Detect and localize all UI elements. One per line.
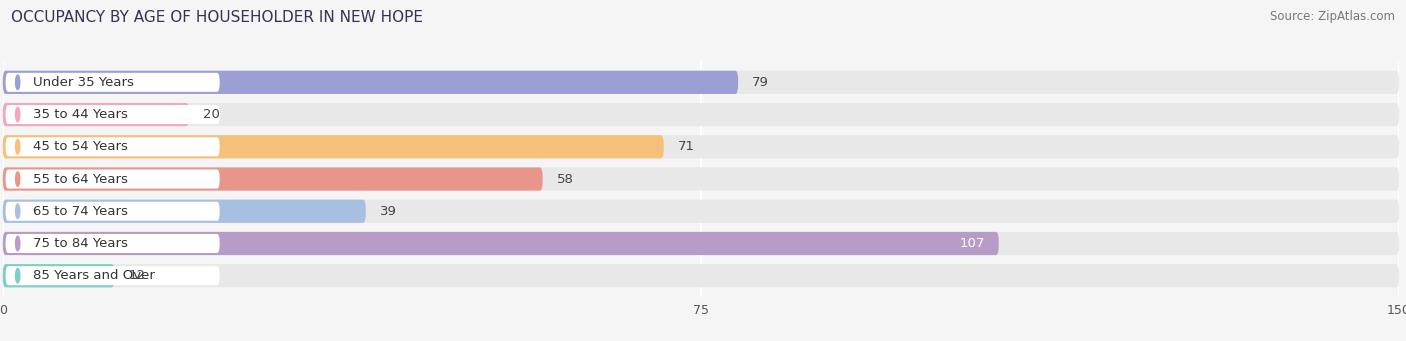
- FancyBboxPatch shape: [3, 71, 738, 94]
- FancyBboxPatch shape: [3, 264, 1399, 287]
- FancyBboxPatch shape: [3, 135, 1399, 159]
- FancyBboxPatch shape: [3, 71, 1399, 94]
- Text: 75 to 84 Years: 75 to 84 Years: [32, 237, 128, 250]
- FancyBboxPatch shape: [3, 167, 1399, 191]
- Text: Under 35 Years: Under 35 Years: [32, 76, 134, 89]
- Text: 12: 12: [128, 269, 145, 282]
- FancyBboxPatch shape: [3, 103, 1399, 126]
- FancyBboxPatch shape: [6, 137, 219, 156]
- Text: OCCUPANCY BY AGE OF HOUSEHOLDER IN NEW HOPE: OCCUPANCY BY AGE OF HOUSEHOLDER IN NEW H…: [11, 10, 423, 25]
- FancyBboxPatch shape: [6, 202, 219, 221]
- Text: 65 to 74 Years: 65 to 74 Years: [32, 205, 128, 218]
- Circle shape: [15, 204, 20, 219]
- Circle shape: [15, 107, 20, 122]
- Text: 55 to 64 Years: 55 to 64 Years: [32, 173, 128, 186]
- FancyBboxPatch shape: [6, 73, 219, 92]
- Text: 71: 71: [678, 140, 695, 153]
- FancyBboxPatch shape: [6, 105, 219, 124]
- Text: 45 to 54 Years: 45 to 54 Years: [32, 140, 128, 153]
- Text: 20: 20: [202, 108, 219, 121]
- FancyBboxPatch shape: [3, 199, 366, 223]
- Text: 35 to 44 Years: 35 to 44 Years: [32, 108, 128, 121]
- FancyBboxPatch shape: [3, 103, 188, 126]
- FancyBboxPatch shape: [6, 266, 219, 285]
- FancyBboxPatch shape: [3, 264, 114, 287]
- FancyBboxPatch shape: [3, 167, 543, 191]
- FancyBboxPatch shape: [6, 234, 219, 253]
- Circle shape: [15, 236, 20, 251]
- Text: 85 Years and Over: 85 Years and Over: [32, 269, 155, 282]
- Text: 107: 107: [959, 237, 984, 250]
- FancyBboxPatch shape: [3, 135, 664, 159]
- Circle shape: [15, 75, 20, 90]
- Circle shape: [15, 139, 20, 154]
- Text: 58: 58: [557, 173, 574, 186]
- Circle shape: [15, 268, 20, 283]
- Text: 39: 39: [380, 205, 396, 218]
- FancyBboxPatch shape: [6, 169, 219, 189]
- Circle shape: [15, 172, 20, 186]
- Text: Source: ZipAtlas.com: Source: ZipAtlas.com: [1270, 10, 1395, 23]
- FancyBboxPatch shape: [3, 232, 998, 255]
- FancyBboxPatch shape: [3, 232, 1399, 255]
- Text: 79: 79: [752, 76, 769, 89]
- FancyBboxPatch shape: [3, 199, 1399, 223]
